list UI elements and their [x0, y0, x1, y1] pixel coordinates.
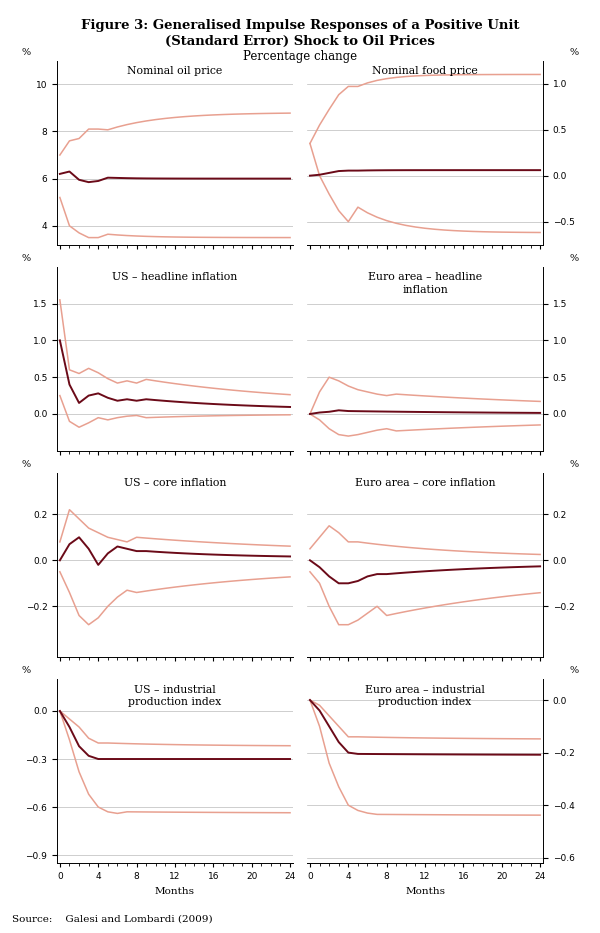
Text: %: %	[22, 254, 31, 263]
Text: Euro area – core inflation: Euro area – core inflation	[355, 479, 495, 488]
Text: %: %	[22, 460, 31, 469]
X-axis label: Months: Months	[155, 886, 195, 896]
Text: %: %	[569, 460, 578, 469]
Text: Source:    Galesi and Lombardi (2009): Source: Galesi and Lombardi (2009)	[12, 914, 212, 924]
Text: Nominal food price: Nominal food price	[372, 66, 478, 77]
Text: %: %	[569, 48, 578, 57]
Text: %: %	[22, 48, 31, 57]
Text: Euro area – industrial
production index: Euro area – industrial production index	[365, 685, 485, 707]
Text: Figure 3: Generalised Impulse Responses of a Positive Unit: Figure 3: Generalised Impulse Responses …	[81, 19, 519, 32]
X-axis label: Months: Months	[405, 886, 445, 896]
Text: Nominal oil price: Nominal oil price	[127, 66, 223, 77]
Text: (Standard Error) Shock to Oil Prices: (Standard Error) Shock to Oil Prices	[165, 35, 435, 48]
Text: %: %	[22, 666, 31, 675]
Text: %: %	[569, 666, 578, 675]
Text: %: %	[569, 254, 578, 263]
Text: US – industrial
production index: US – industrial production index	[128, 685, 221, 707]
Text: Euro area – headline
inflation: Euro area – headline inflation	[368, 272, 482, 295]
Text: US – headline inflation: US – headline inflation	[112, 272, 238, 283]
Text: Percentage change: Percentage change	[243, 50, 357, 63]
Text: US – core inflation: US – core inflation	[124, 479, 226, 488]
